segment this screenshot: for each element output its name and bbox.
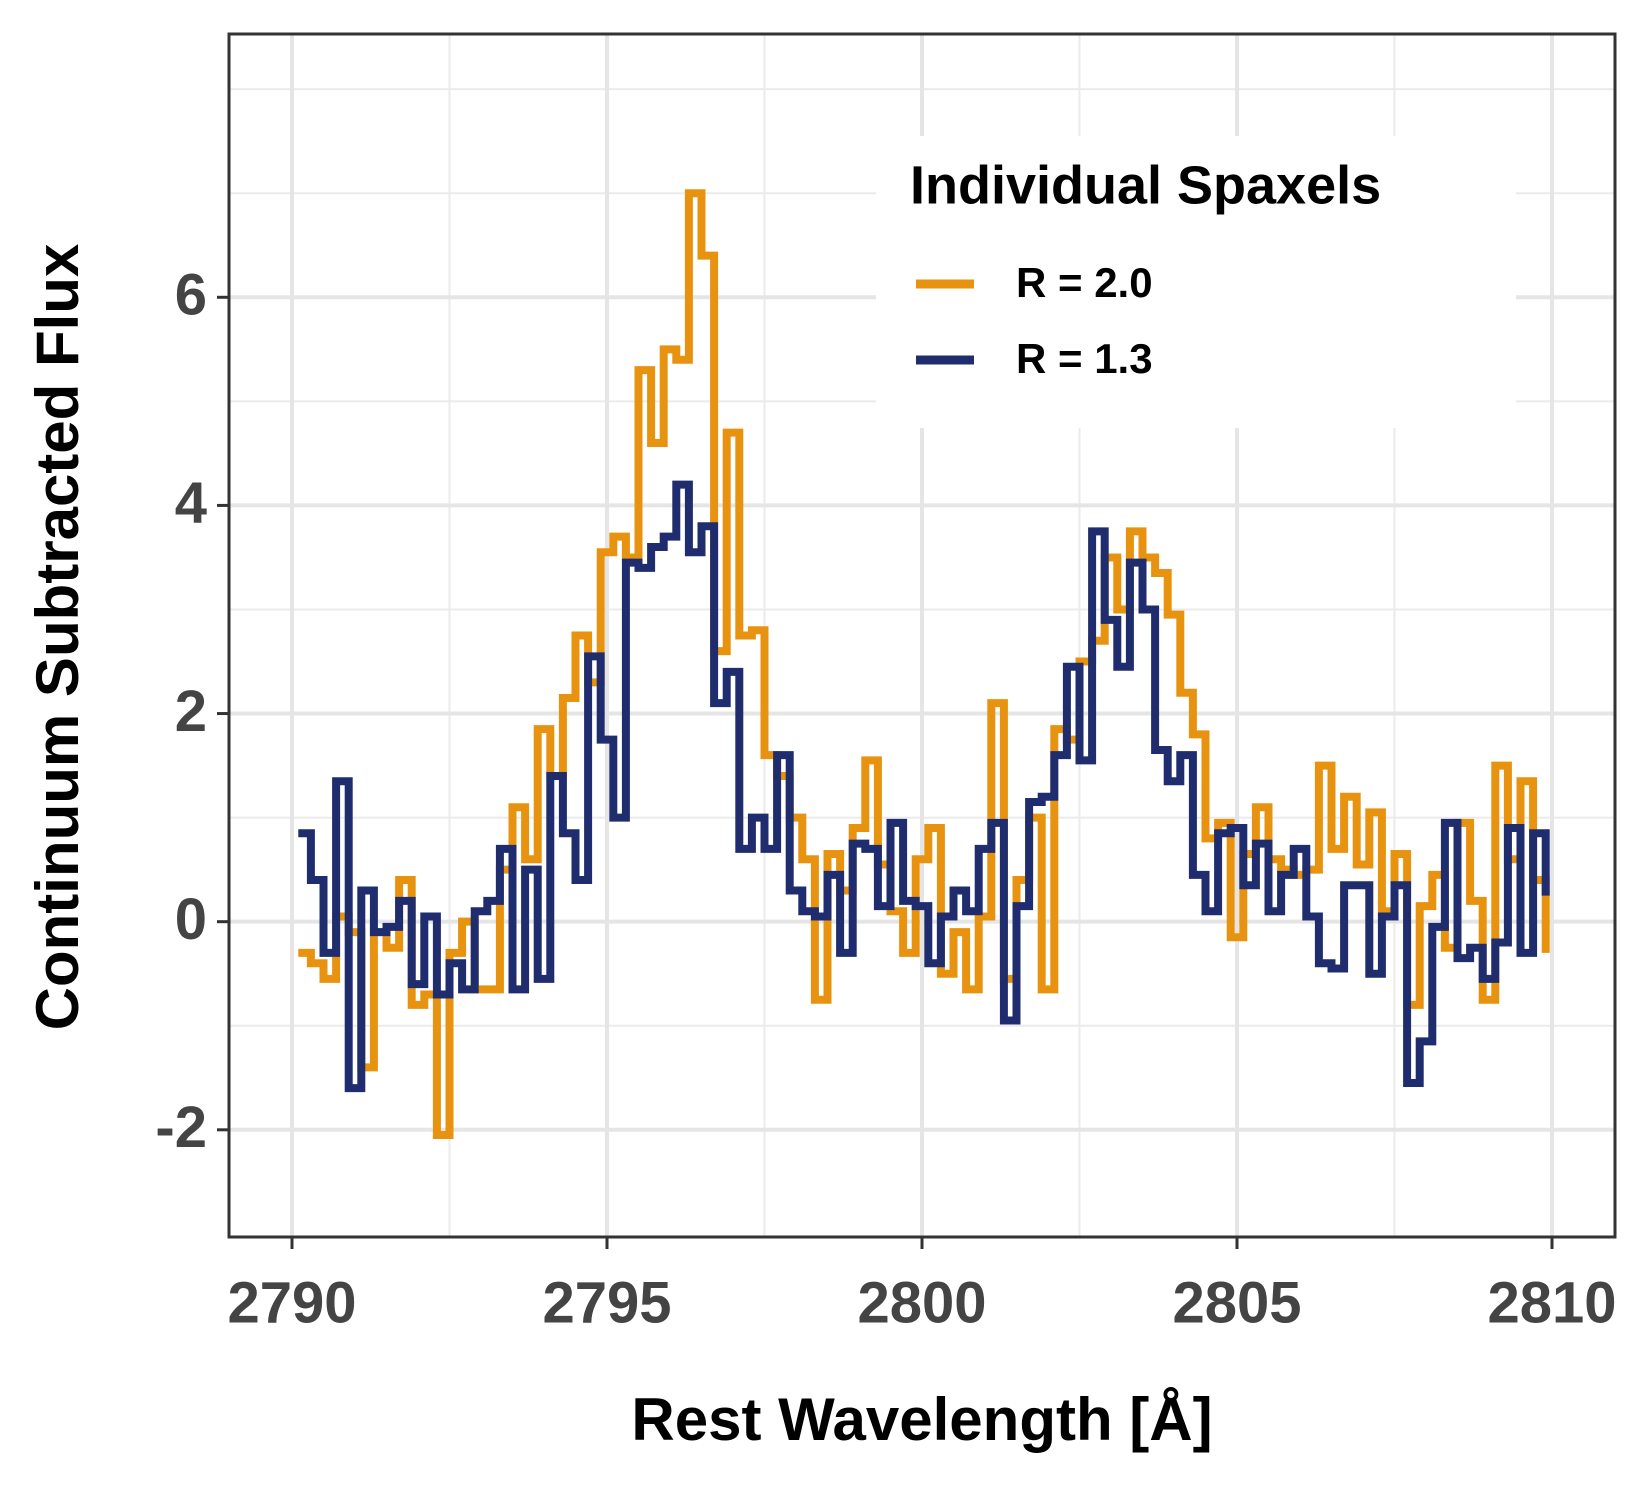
legend-box	[876, 136, 1516, 428]
y-tick-label: 2	[175, 679, 207, 744]
data-line	[298, 480, 1550, 1093]
x-tick-label: 2800	[857, 1270, 986, 1335]
x-tick-label: 2795	[542, 1270, 671, 1335]
data-line	[298, 189, 1550, 1140]
x-tick-label: 2810	[1487, 1270, 1616, 1335]
y-tick-label: 4	[175, 471, 207, 536]
x-tick-label: 2790	[227, 1270, 356, 1335]
y-tick-label: -2	[155, 1095, 207, 1160]
x-tick-label: 2805	[1172, 1270, 1301, 1335]
legend-label: R = 2.0	[1016, 259, 1153, 306]
y-axis-title: Continuum Subtracted Flux	[24, 244, 91, 1031]
y-tick-label: 0	[175, 887, 207, 952]
y-tick-label: 6	[175, 263, 207, 328]
legend-title: Individual Spaxels	[910, 155, 1381, 215]
legend-label: R = 1.3	[1016, 335, 1153, 382]
panel-border	[227, 32, 1617, 1239]
x-axis-title: Rest Wavelength [Å]	[631, 1386, 1212, 1453]
